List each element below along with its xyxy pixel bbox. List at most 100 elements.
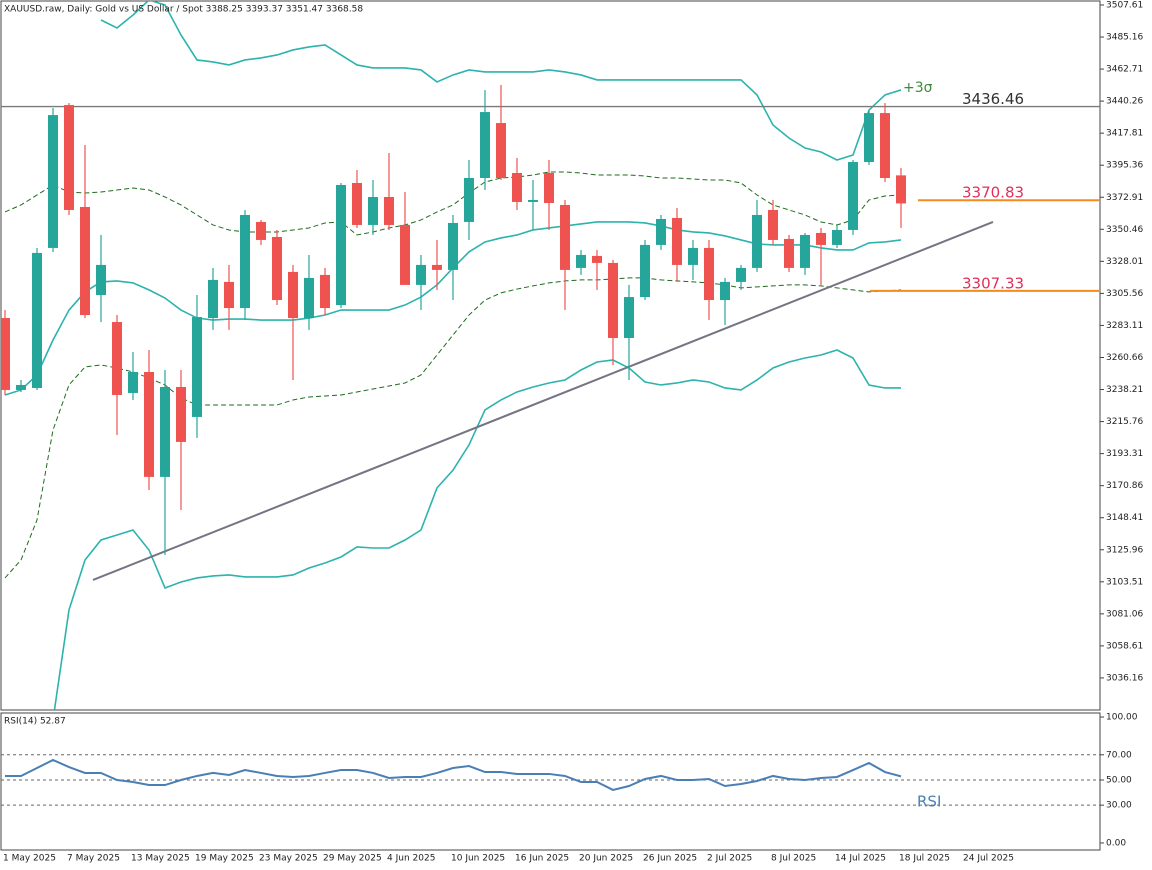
y-tick-label: 3440.26 [1106, 97, 1143, 107]
x-tick-label: 26 Jun 2025 [643, 854, 697, 864]
candle-body [512, 173, 522, 202]
y-tick-label: 3350.46 [1106, 225, 1143, 235]
candle-body [832, 229, 842, 245]
y-tick-label: 3485.16 [1106, 33, 1143, 43]
y-tick-label: 3170.86 [1106, 481, 1143, 491]
x-tick-label: 2 Jul 2025 [707, 854, 752, 864]
y-tick-label: 3328.01 [1106, 257, 1143, 267]
trendline [92, 221, 994, 581]
x-tick-label: 4 Jun 2025 [387, 854, 435, 864]
candle-body [400, 224, 410, 285]
candle-body [208, 279, 218, 319]
candle-body [192, 317, 202, 417]
candle-body [1, 318, 10, 390]
candle-body [64, 105, 74, 210]
x-tick-label: 16 Jun 2025 [515, 854, 569, 864]
candle-body [272, 236, 282, 301]
candle-body [304, 277, 314, 319]
y-tick-label: 3305.56 [1106, 289, 1143, 299]
main-plot [1, 1, 1100, 710]
candle-body [656, 218, 666, 245]
y-tick-label: 30.00 [1106, 801, 1132, 811]
band-line [4, 277, 902, 579]
level-label: 3370.83 [962, 184, 1024, 202]
series-label: RSI [917, 793, 941, 811]
x-tick-label: 24 Jul 2025 [963, 854, 1014, 864]
y-tick-label: 70.00 [1106, 750, 1132, 760]
y-tick-label: 3283.11 [1106, 321, 1143, 331]
chart-title: XAUUSD.raw, Daily: Gold vs US Dollar / S… [4, 5, 363, 15]
candle-body [320, 274, 330, 309]
y-tick-label: 3193.31 [1106, 449, 1143, 459]
candle-body [160, 386, 170, 477]
y-tick-label: 3395.36 [1106, 161, 1143, 171]
candle-body [592, 255, 602, 263]
candle-body [416, 264, 426, 285]
x-tick-label: 8 Jul 2025 [771, 854, 816, 864]
rsi-title: RSI(14) 52.87 [4, 717, 66, 727]
candle-body [128, 371, 138, 393]
x-tick-label: 13 May 2025 [131, 854, 190, 864]
candle-body [48, 115, 58, 248]
candle-body [16, 384, 26, 390]
x-tick-label: 7 May 2025 [67, 854, 120, 864]
candle-body [224, 281, 234, 309]
y-tick-label: 3058.61 [1106, 641, 1143, 651]
y-tick-label: 100.00 [1106, 713, 1138, 723]
candle-body [864, 113, 874, 163]
level-label: 3307.33 [962, 274, 1024, 292]
axes: 3507.61 3485.16 3462.71 3440.26 3417.81 3395.… [3, 0, 1143, 863]
candle-body [368, 196, 378, 225]
candle-body [896, 175, 906, 204]
candle-body [848, 162, 858, 230]
candle-body [144, 371, 154, 477]
y-tick-label: 3103.51 [1106, 577, 1143, 587]
x-tick-label: 19 May 2025 [195, 854, 254, 864]
candle-body [800, 234, 810, 268]
level-label: 3436.46 [962, 90, 1024, 108]
candle-body [288, 271, 298, 319]
y-tick-label: 3372.91 [1106, 193, 1143, 203]
candle-body [80, 206, 90, 316]
x-tick-label: 20 Jun 2025 [579, 854, 633, 864]
candle-body [560, 204, 570, 270]
candle-body [336, 184, 346, 306]
x-tick-label: 1 May 2025 [3, 854, 56, 864]
candle-body [32, 252, 42, 388]
y-tick-label: 3215.76 [1106, 417, 1143, 427]
rsi-line [5, 758, 902, 791]
y-tick-label: 3462.71 [1106, 65, 1143, 75]
y-tick-label: 3148.41 [1106, 513, 1143, 523]
candle-body [352, 182, 362, 225]
candle-body [384, 196, 394, 225]
candle-body [736, 267, 746, 282]
y-tick-label: 3125.96 [1106, 545, 1143, 555]
y-tick-label: 3417.81 [1106, 129, 1143, 139]
y-tick-label: 3081.06 [1106, 609, 1143, 619]
x-tick-label: 14 Jul 2025 [835, 854, 886, 864]
y-tick-label: 3238.21 [1106, 385, 1143, 395]
x-tick-label: 29 May 2025 [323, 854, 382, 864]
candle-body [768, 209, 778, 240]
candle-body [256, 221, 266, 240]
y-tick-label: 3260.66 [1106, 353, 1143, 363]
candle-body [112, 322, 122, 395]
candle-body [688, 247, 698, 265]
rsi-panel [0, 712, 1101, 851]
candle-body [176, 386, 186, 442]
y-tick-label: 3036.16 [1106, 673, 1143, 683]
main-panel [0, 0, 1101, 711]
candle-body [672, 217, 682, 265]
series-label: +3σ [903, 80, 933, 96]
candle-body [816, 232, 826, 245]
candle-body [704, 247, 714, 301]
candle-body [480, 112, 490, 179]
candle-body [624, 297, 634, 339]
candle-body [576, 254, 586, 268]
candle-body [544, 173, 554, 203]
candle-body [640, 244, 650, 298]
candle-body [432, 264, 442, 270]
y-tick-label: 50.00 [1106, 775, 1132, 785]
band-line [4, 171, 902, 236]
